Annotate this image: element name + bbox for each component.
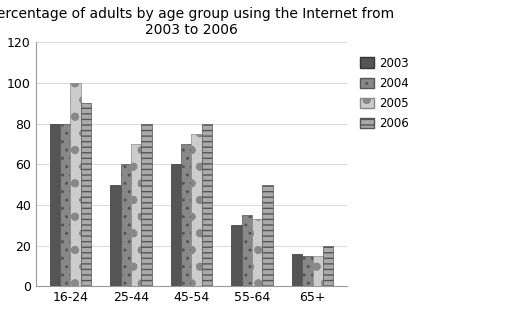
Legend: 2003, 2004, 2005, 2006: 2003, 2004, 2005, 2006 bbox=[356, 53, 412, 134]
Bar bbox=[262, 185, 272, 286]
Bar bbox=[171, 164, 181, 286]
Bar bbox=[181, 144, 191, 286]
Bar bbox=[202, 124, 212, 286]
Bar bbox=[302, 256, 312, 286]
Bar bbox=[252, 219, 262, 286]
Bar bbox=[111, 185, 121, 286]
Bar bbox=[242, 215, 252, 286]
Bar bbox=[141, 124, 152, 286]
Bar bbox=[60, 124, 71, 286]
Bar bbox=[50, 124, 60, 286]
Bar bbox=[191, 134, 202, 286]
Bar bbox=[121, 164, 131, 286]
Title: Percentage of adults by age group using the Internet from
2003 to 2006: Percentage of adults by age group using … bbox=[0, 7, 394, 37]
Bar bbox=[81, 103, 91, 286]
Bar bbox=[231, 225, 242, 286]
Bar bbox=[131, 144, 141, 286]
Bar bbox=[71, 83, 81, 286]
Bar bbox=[292, 254, 302, 286]
Bar bbox=[312, 256, 323, 286]
Bar bbox=[323, 246, 333, 286]
